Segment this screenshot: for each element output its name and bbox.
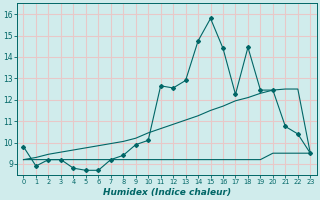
X-axis label: Humidex (Indice chaleur): Humidex (Indice chaleur) [103,188,231,197]
